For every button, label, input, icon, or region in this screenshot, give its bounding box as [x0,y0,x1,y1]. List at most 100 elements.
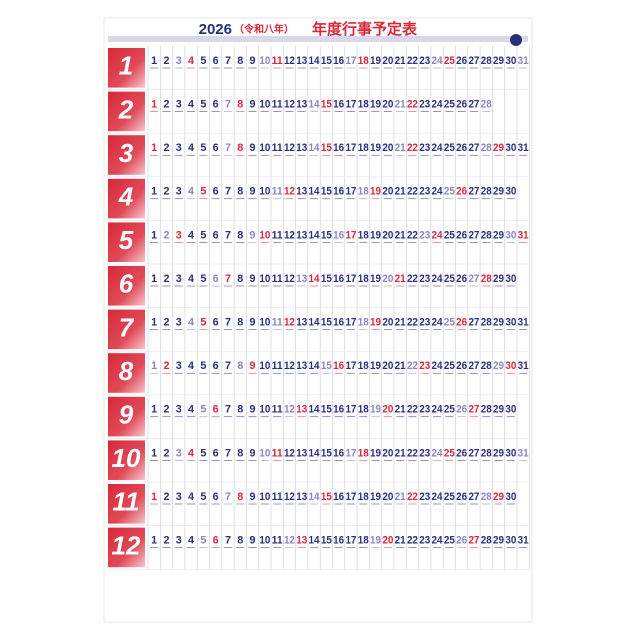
day-number: 21 [395,535,406,547]
day-number: 24 [432,99,444,111]
day-number: 12 [284,491,295,503]
day-number: 16 [333,55,344,67]
day-number: 8 [237,99,243,111]
month-number: 3 [119,138,134,168]
day-number: 9 [250,55,256,67]
day-number: 13 [296,317,307,329]
day-number: 28 [481,273,492,285]
day-number: 1 [151,55,157,67]
day-number: 21 [395,229,406,241]
day-number: 6 [213,535,219,547]
day-number: 10 [259,99,270,111]
day-number: 25 [444,360,455,372]
day-number: 16 [333,535,344,547]
day-number: 20 [382,535,393,547]
day-number: 25 [444,404,455,416]
day-number: 26 [456,404,467,416]
day-number: 28 [481,535,492,547]
day-number: 5 [200,55,206,67]
day-number: 10 [259,317,270,329]
day-number: 7 [225,55,231,67]
day-number: 9 [250,535,256,547]
day-number: 29 [493,273,504,285]
day-number: 29 [493,447,504,459]
day-number: 20 [382,404,393,416]
era: （令和八年） [234,23,294,36]
day-number: 11 [272,142,283,154]
day-number: 27 [468,142,479,154]
month-number: 8 [119,356,134,386]
day-number: 14 [309,273,321,285]
day-number: 3 [176,491,182,503]
day-number: 18 [358,99,369,111]
day-number: 19 [370,317,381,329]
day-number: 8 [237,535,243,547]
day-number: 14 [309,186,321,198]
day-number: 25 [444,55,455,67]
month-number: 11 [113,487,140,517]
month-number: 10 [112,443,141,473]
day-number: 13 [296,535,307,547]
day-number: 2 [163,142,169,154]
day-number: 18 [358,142,369,154]
month-badge [108,309,145,350]
day-number: 17 [345,447,356,459]
day-number: 28 [481,99,492,111]
day-number: 25 [444,317,455,329]
day-number: 28 [481,404,492,416]
day-number: 31 [518,535,529,547]
day-number: 4 [188,317,195,329]
day-number: 26 [456,273,467,285]
day-number: 19 [370,142,381,154]
day-number: 21 [395,55,406,67]
day-number: 10 [259,535,270,547]
day-number: 28 [481,491,492,503]
day-number: 9 [250,317,256,329]
day-number: 10 [259,273,270,285]
day-number: 14 [309,317,321,329]
day-number: 26 [456,317,467,329]
day-number: 30 [505,317,516,329]
day-number: 14 [309,229,321,241]
day-number: 2 [163,360,169,372]
day-number: 28 [481,142,492,154]
day-number: 24 [432,229,444,241]
day-number: 1 [151,317,157,329]
day-number: 27 [468,491,479,503]
day-number: 15 [321,273,332,285]
day-number: 28 [481,447,492,459]
day-number: 24 [432,317,444,329]
day-number: 21 [395,99,406,111]
day-number: 11 [272,229,283,241]
day-number: 21 [395,273,406,285]
day-number: 9 [250,229,256,241]
day-number: 8 [237,186,243,198]
day-number: 16 [333,317,344,329]
day-number: 31 [518,447,529,459]
day-number: 20 [382,491,393,503]
day-number: 8 [237,360,243,372]
day-number: 8 [237,317,243,329]
day-number: 11 [272,491,283,503]
month-badge [108,266,145,306]
day-number: 13 [296,55,307,67]
day-number: 31 [518,229,529,241]
day-number: 11 [272,360,283,372]
day-number: 19 [370,55,381,67]
day-number: 19 [370,404,381,416]
day-number: 18 [358,317,369,329]
day-number: 9 [250,273,256,285]
day-number: 6 [213,360,219,372]
day-number: 27 [468,229,479,241]
day-number: 1 [151,186,157,198]
day-number: 10 [259,491,270,503]
day-number: 27 [468,273,479,285]
day-number: 7 [225,447,231,459]
day-number: 18 [358,535,369,547]
day-number: 4 [188,404,195,416]
day-number: 1 [151,491,157,503]
day-number: 19 [370,99,381,111]
day-number: 30 [505,55,516,67]
day-number: 10 [259,229,270,241]
